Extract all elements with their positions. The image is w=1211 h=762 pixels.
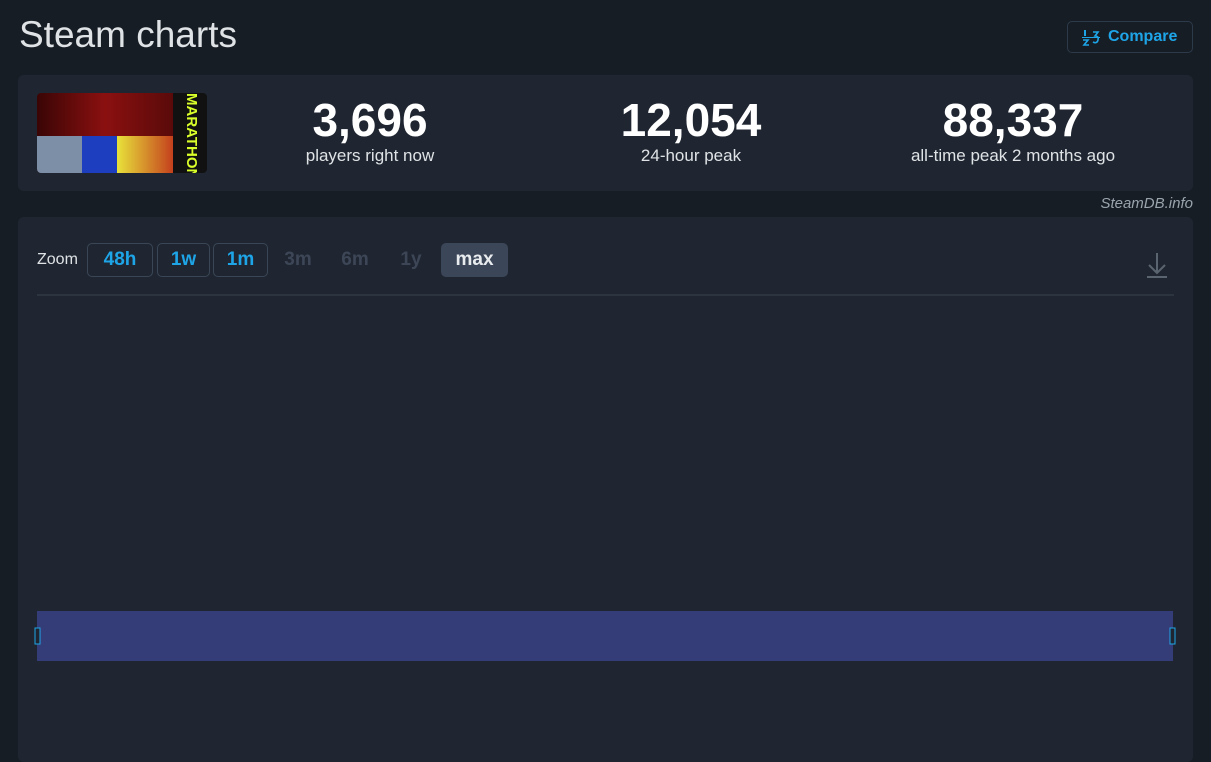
zoom-button[interactable]: 1y	[400, 249, 422, 270]
zoom-button[interactable]: 1m	[213, 243, 268, 277]
navigator-range	[37, 611, 1173, 661]
stat-value: 3,696	[312, 94, 428, 146]
stat-value: 12,054	[620, 94, 762, 146]
stat-label: all-time peak 2 months ago	[910, 146, 1116, 165]
stats-panel	[18, 75, 1193, 191]
stat-label: 24-hour peak	[640, 146, 742, 165]
page-title: Steam charts	[19, 14, 237, 55]
stat: 3,696 players right now	[220, 94, 520, 166]
zoom-button[interactable]: 6m	[341, 249, 369, 270]
stat: 88,337 all-time peak 2 months ago	[863, 94, 1163, 166]
navigator-handle	[34, 627, 41, 645]
compare-label: Compare	[1108, 28, 1178, 45]
chart-panel	[18, 217, 1193, 762]
stat: 12,054 24-hour peak	[541, 94, 841, 166]
zoom-button[interactable]: 48h	[87, 243, 153, 277]
compare-button[interactable]: 025k50k75k9 Mar16 Mar16 Mar23 Mar30 Mar3…	[1067, 21, 1193, 53]
zoom-label: Zoom	[37, 251, 78, 268]
source-label: SteamDB.info	[1100, 195, 1193, 212]
game-logo-text: MARATHON	[183, 93, 200, 173]
compare-icon: 025k50k75k9 Mar16 Mar16 Mar23 Mar30 Mar3…	[1082, 30, 1100, 46]
zoom-button[interactable]: 3m	[284, 249, 312, 270]
zoom-button[interactable]: 1w	[157, 243, 210, 277]
zoom-button[interactable]: max	[441, 243, 508, 277]
stat-label: players right now	[305, 146, 435, 165]
download-icon	[1147, 253, 1167, 278]
game-image: MARATHON	[37, 93, 207, 173]
stat-value: 88,337	[942, 94, 1084, 146]
navigator-handle	[1169, 627, 1176, 645]
